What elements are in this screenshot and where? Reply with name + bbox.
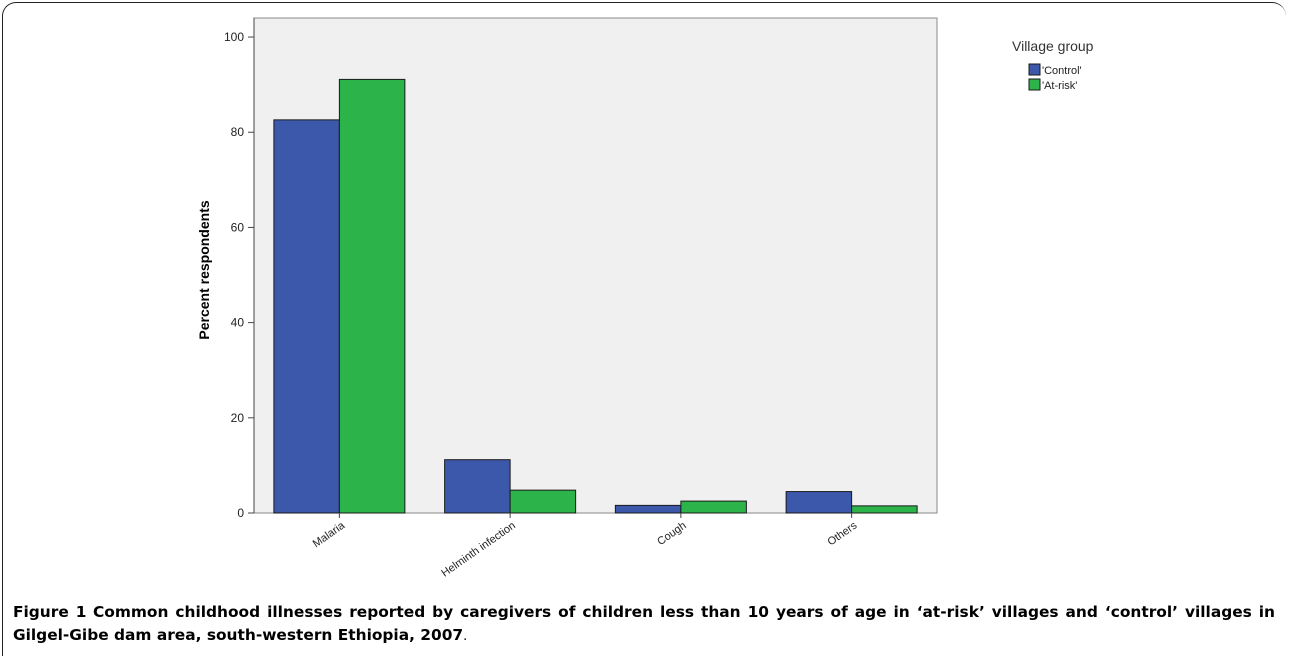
legend: Village group 'Control' 'At-risk' [1012,38,1094,92]
legend-swatch [1028,63,1041,76]
bar-malaria-control [273,119,340,514]
bars [273,78,918,514]
y-axis: 0 20 40 60 80 100 [224,18,255,520]
y-axis-label: Percent respondents [196,200,212,339]
caption-end: . [463,629,468,644]
x-axis-labels: Malaria Helminth infection Cough Others [311,513,860,580]
y-tick-label: 40 [231,316,245,330]
y-tick-label: 20 [231,411,245,425]
y-tick-label: 0 [237,506,244,520]
y-tick-label: 60 [231,220,245,234]
bar-others-control [785,491,853,514]
caption-label: Figure 1 [13,603,87,621]
bar-helminth-infection-control [444,459,511,514]
bar-cough-control [614,504,682,514]
x-tick-label: Malaria [311,519,348,550]
legend-swatch [1028,78,1041,91]
x-tick-label: Others [825,519,859,548]
caption-text: Common childhood illnesses reported by c… [13,603,1275,644]
x-tick-label: Helminth infection [439,520,518,580]
bar-helminth-infection-at-risk [509,489,577,514]
legend-label: 'Control' [1042,65,1082,77]
y-tick-label: 100 [224,30,244,44]
legend-label: 'At-risk' [1042,80,1077,92]
x-tick-label: Cough [655,520,688,548]
bar-cough-at-risk [680,500,747,514]
bar-malaria-at-risk [338,78,406,514]
bar-others-at-risk [851,505,918,514]
legend-title: Village group [1012,38,1094,54]
bar-chart: 0 20 40 60 80 100 Malaria Helminth infection Co… [196,17,1094,580]
figure-caption: Figure 1 Common childhood illnesses repo… [13,601,1275,648]
y-tick-label: 80 [231,125,245,139]
